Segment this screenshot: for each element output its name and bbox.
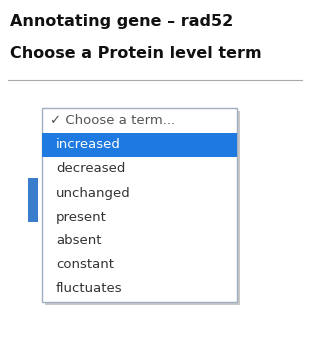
Bar [42, 133, 237, 157]
Bar [28, 178, 38, 222]
Bar [42, 108, 237, 302]
Text: constant: constant [56, 259, 114, 272]
Text: decreased: decreased [56, 162, 125, 175]
Text: increased: increased [56, 139, 121, 152]
Text: absent: absent [56, 235, 101, 248]
Text: unchanged: unchanged [56, 186, 131, 199]
Text: Choose a Protein level term: Choose a Protein level term [10, 46, 262, 61]
Text: ✓ Choose a term...: ✓ Choose a term... [50, 115, 175, 128]
Bar [45, 111, 240, 305]
Text: fluctuates: fluctuates [56, 282, 123, 295]
Text: Annotating gene – rad52: Annotating gene – rad52 [10, 14, 233, 29]
Text: present: present [56, 210, 107, 224]
